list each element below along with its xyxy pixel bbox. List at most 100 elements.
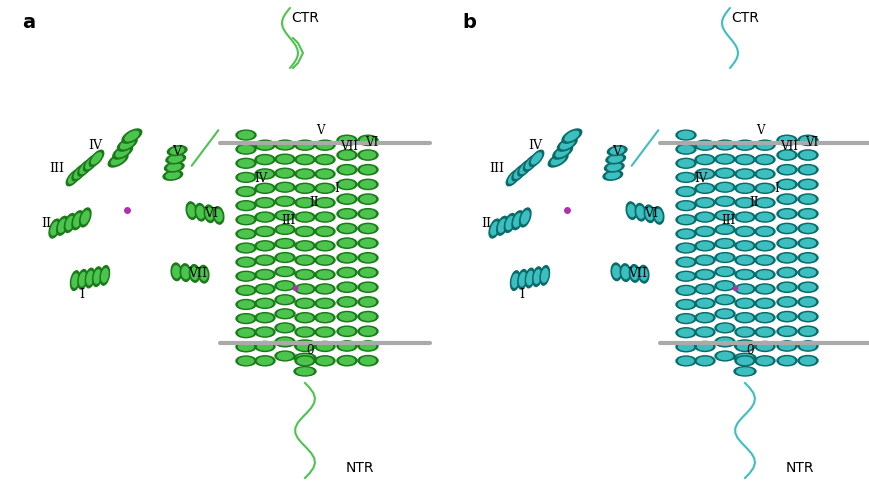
Ellipse shape [315,327,335,337]
Ellipse shape [339,254,354,261]
Ellipse shape [645,208,653,220]
Ellipse shape [799,283,814,291]
Ellipse shape [70,271,80,290]
Ellipse shape [277,296,292,303]
Ellipse shape [541,269,547,282]
Ellipse shape [360,151,375,159]
Ellipse shape [357,179,377,190]
Ellipse shape [235,243,255,253]
Ellipse shape [357,238,377,249]
Ellipse shape [168,164,181,170]
Ellipse shape [640,268,647,280]
Ellipse shape [531,153,541,164]
Ellipse shape [255,198,275,208]
Ellipse shape [297,256,312,264]
Ellipse shape [102,269,108,282]
Ellipse shape [779,136,793,144]
Ellipse shape [108,153,128,167]
Ellipse shape [90,150,103,166]
Ellipse shape [565,131,578,141]
Ellipse shape [776,282,796,292]
Ellipse shape [675,299,695,309]
Ellipse shape [737,300,752,307]
Ellipse shape [697,185,712,192]
Ellipse shape [111,155,124,165]
Ellipse shape [336,150,356,160]
Ellipse shape [799,240,814,247]
Ellipse shape [297,314,312,321]
Ellipse shape [195,204,206,221]
Ellipse shape [694,284,714,294]
Ellipse shape [297,343,312,350]
Ellipse shape [257,271,272,278]
Ellipse shape [275,239,295,249]
Ellipse shape [235,187,255,197]
Ellipse shape [694,313,714,323]
Ellipse shape [694,169,714,179]
Ellipse shape [116,147,129,157]
Ellipse shape [235,158,255,168]
Ellipse shape [357,164,377,175]
Ellipse shape [512,274,518,287]
Ellipse shape [275,266,295,276]
Ellipse shape [779,181,793,188]
Ellipse shape [275,211,295,220]
Ellipse shape [675,271,695,281]
Ellipse shape [714,168,734,178]
Ellipse shape [519,208,530,227]
Ellipse shape [678,287,693,294]
Ellipse shape [235,229,255,239]
Ellipse shape [317,242,332,249]
Ellipse shape [678,174,693,181]
Ellipse shape [360,269,375,276]
Ellipse shape [779,328,793,335]
Ellipse shape [297,185,312,192]
Ellipse shape [799,225,814,232]
Ellipse shape [697,256,712,264]
Ellipse shape [315,183,335,193]
Ellipse shape [77,160,92,176]
Ellipse shape [675,201,695,211]
Ellipse shape [612,266,619,278]
Ellipse shape [757,185,772,192]
Ellipse shape [336,238,356,249]
Ellipse shape [317,329,332,336]
Ellipse shape [757,156,772,163]
Ellipse shape [188,205,195,217]
Ellipse shape [204,205,215,223]
Ellipse shape [235,144,255,154]
Ellipse shape [675,356,695,366]
Ellipse shape [694,241,714,251]
Ellipse shape [799,166,814,173]
Ellipse shape [517,269,527,289]
Ellipse shape [779,240,793,247]
Text: VI: VI [643,207,657,220]
Text: V: V [755,124,763,136]
Ellipse shape [626,202,636,219]
Ellipse shape [697,199,712,206]
Ellipse shape [317,271,332,278]
Ellipse shape [757,170,772,177]
Ellipse shape [296,355,313,362]
Ellipse shape [776,297,796,307]
Ellipse shape [694,212,714,222]
Ellipse shape [315,241,335,251]
Ellipse shape [317,285,332,292]
Ellipse shape [277,240,292,247]
Ellipse shape [235,201,255,211]
Ellipse shape [678,258,693,265]
Ellipse shape [296,341,313,348]
Ellipse shape [779,357,793,365]
Ellipse shape [621,266,628,278]
Ellipse shape [238,258,253,265]
Ellipse shape [83,155,98,171]
Ellipse shape [121,139,134,149]
Ellipse shape [257,357,272,365]
Ellipse shape [317,228,332,235]
Ellipse shape [776,326,796,337]
Ellipse shape [297,285,312,292]
Ellipse shape [257,199,272,206]
Text: II: II [481,217,490,230]
Ellipse shape [58,219,66,232]
Ellipse shape [360,225,375,232]
